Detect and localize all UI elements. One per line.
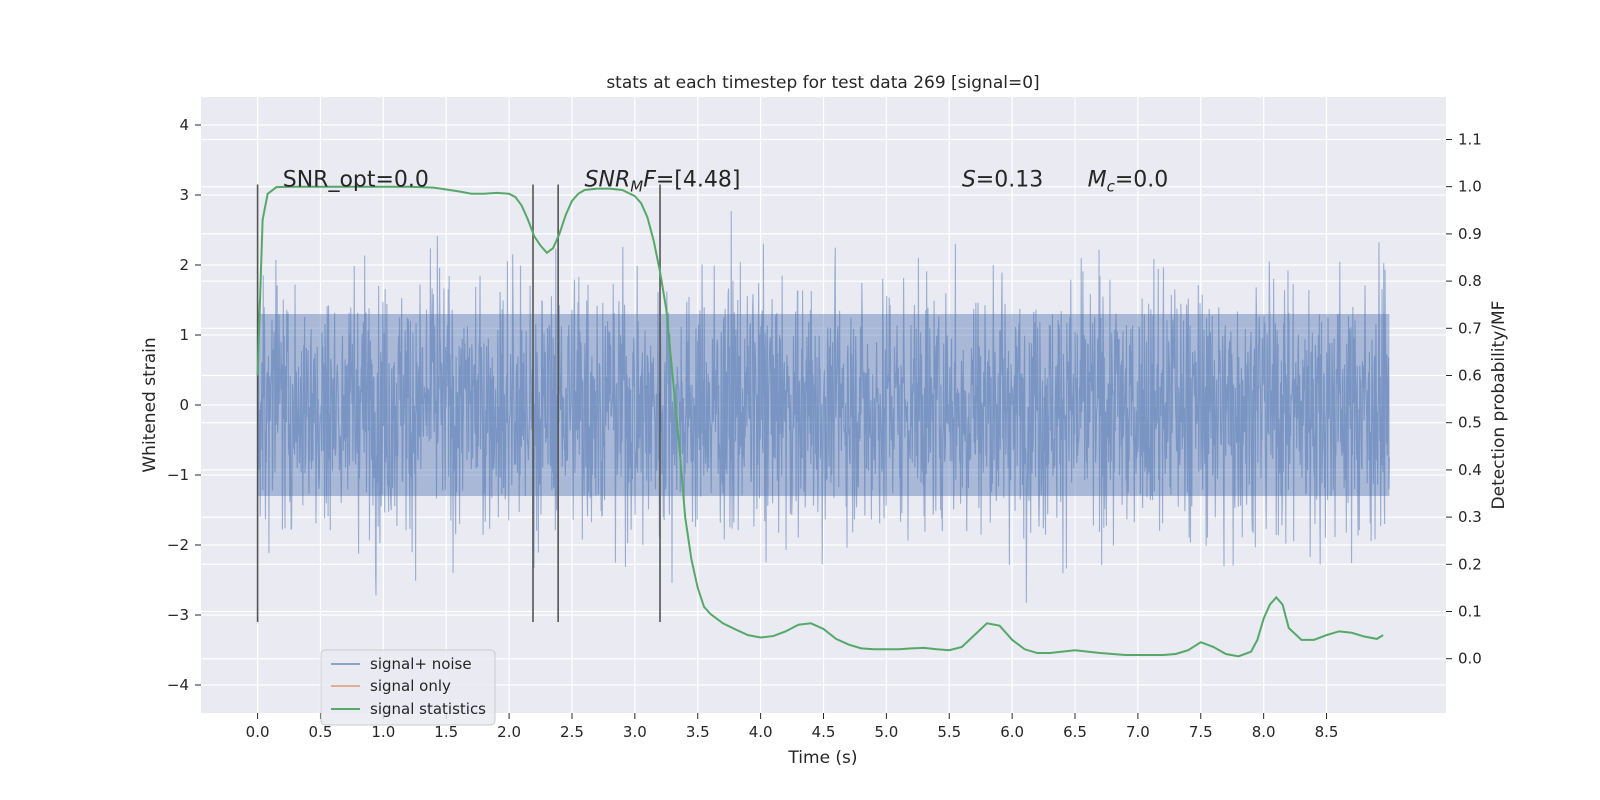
- y-tick-label-1: 3: [179, 186, 189, 204]
- y2-tick-label-7: 0.4: [1458, 461, 1482, 479]
- annotations: SNR_opt=0.0 SNRMF=[4.48] S=0.13 Mc=0.0: [283, 168, 1169, 196]
- y2-tick-label-5: 0.6: [1458, 366, 1482, 384]
- y2-axis-label: Detection probability/MF: [1489, 301, 1509, 510]
- signal-noise-series: [257, 211, 1390, 603]
- x-tick-label-17: 8.5: [1315, 723, 1339, 741]
- x-tick-label-12: 6.0: [1000, 723, 1024, 741]
- y2-tick-label-10: 0.1: [1458, 603, 1482, 621]
- legend-box: [320, 649, 496, 726]
- y2-axis-ticks: 1.1 1.0 0.9 0.8 0.7 0.6 0.5 0.4 0.3 0.2 0.1 0.0: [1446, 130, 1482, 668]
- y2-tick-label-4: 0.7: [1458, 319, 1482, 337]
- legend-label-noise: signal+ noise: [370, 655, 472, 673]
- x-tick-label-7: 3.5: [686, 723, 710, 741]
- y-tick-label-7: −3: [167, 606, 189, 624]
- x-tick-label-6: 3.0: [623, 723, 647, 741]
- x-tick-label-11: 5.5: [937, 723, 961, 741]
- y2-tick-label-0: 1.1: [1458, 130, 1482, 148]
- noise-line: [257, 211, 1390, 603]
- x-tick-label-4: 2.0: [497, 723, 521, 741]
- y-axis-label: Whitened strain: [140, 337, 160, 472]
- x-tick-label-16: 8.0: [1252, 723, 1276, 741]
- annotation-0: SNR_opt=0.0: [283, 168, 429, 193]
- marker-lines: [256, 184, 661, 622]
- y2-tick-label-1: 1.0: [1458, 178, 1482, 196]
- y2-tick-label-8: 0.3: [1458, 508, 1482, 526]
- x-tick-label-1: 0.5: [309, 723, 333, 741]
- stats-line: [256, 185, 1384, 658]
- x-tick-label-15: 7.5: [1189, 723, 1213, 741]
- y-tick-label-8: −4: [167, 676, 189, 694]
- y-tick-label-2: 2: [179, 256, 189, 274]
- y2-tick-label-11: 0.0: [1458, 650, 1482, 668]
- legend-label-stats: signal statistics: [370, 700, 486, 718]
- annotation-2: S=0.13: [962, 168, 1043, 193]
- chart-title: stats at each timestep for test data 269…: [606, 73, 1039, 93]
- annotation-3: Mc=0.0: [1088, 168, 1169, 196]
- x-tick-label-5: 2.5: [560, 723, 584, 741]
- x-tick-label-8: 4.0: [749, 723, 773, 741]
- y-tick-label-6: −2: [167, 536, 189, 554]
- y2-tick-label-6: 0.5: [1458, 414, 1482, 432]
- y-tick-label-4: 0: [179, 396, 189, 414]
- y2-tick-label-2: 0.9: [1458, 225, 1482, 243]
- legend-label-signal: signal only: [370, 677, 451, 695]
- y2-tick-label-3: 0.8: [1458, 272, 1482, 290]
- x-tick-label-9: 4.5: [812, 723, 836, 741]
- x-tick-label-2: 1.0: [371, 723, 395, 741]
- x-axis-label: Time (s): [787, 748, 857, 768]
- annotation-1: SNRMF=[4.48]: [585, 168, 741, 196]
- y-tick-label-5: −1: [167, 466, 189, 484]
- y2-tick-label-9: 0.2: [1458, 555, 1482, 573]
- legend: signal+ noise signal only signal statist…: [320, 649, 496, 726]
- x-tick-label-14: 7.0: [1126, 723, 1150, 741]
- signal-statistics-series: [256, 185, 1384, 658]
- x-tick-label-13: 6.5: [1063, 723, 1087, 741]
- y-tick-label-0: 4: [179, 116, 189, 134]
- x-tick-label-3: 1.5: [434, 723, 458, 741]
- x-tick-label-10: 5.0: [874, 723, 898, 741]
- x-tick-label-0: 0.0: [246, 723, 270, 741]
- y-axis-ticks: 4 3 2 1 0 −1 −2 −3 −4: [167, 116, 201, 694]
- y-tick-label-3: 1: [179, 326, 189, 344]
- x-axis-ticks: 0.0 0.5 1.0 1.5 2.0 2.5 3.0 3.5 4.0 4.5 5.0 5.5 6.0 6…: [246, 713, 1339, 741]
- noise-core-band: [257, 314, 1390, 496]
